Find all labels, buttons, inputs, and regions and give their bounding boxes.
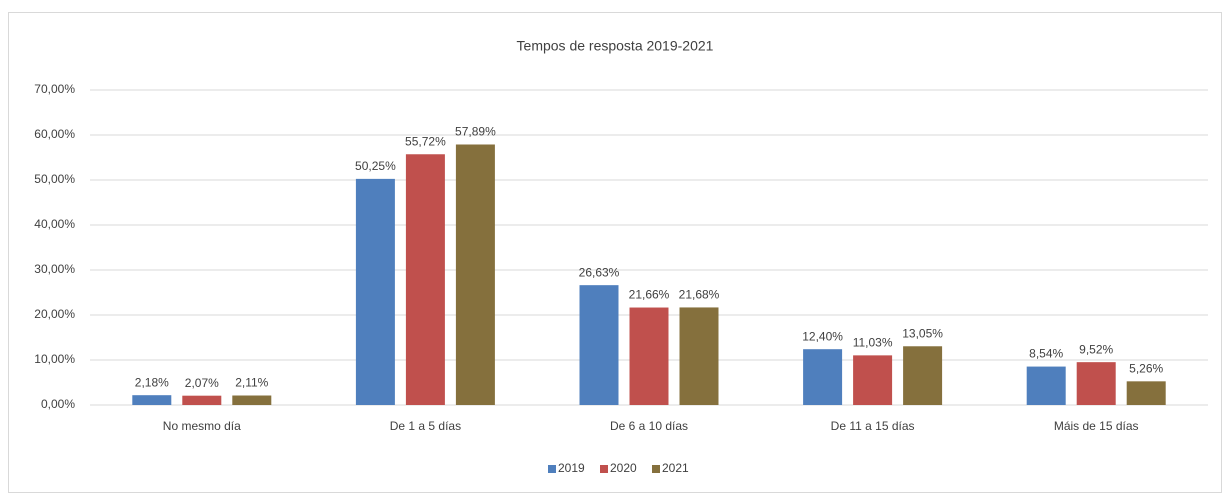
y-tick-label: 10,00% xyxy=(34,352,75,366)
legend-swatch xyxy=(548,465,556,473)
legend-swatch xyxy=(600,465,608,473)
x-tick-label: Máis de 15 días xyxy=(1054,419,1139,433)
data-label: 2,11% xyxy=(235,376,268,390)
data-label: 2,07% xyxy=(185,376,219,390)
data-label: 57,89% xyxy=(455,125,496,139)
y-tick-label: 20,00% xyxy=(34,307,75,321)
bar xyxy=(803,349,843,405)
y-tick-label: 30,00% xyxy=(34,262,75,276)
data-label: 21,66% xyxy=(629,288,670,302)
bar xyxy=(132,395,172,405)
bar xyxy=(405,154,445,405)
x-tick-label: De 1 a 5 días xyxy=(390,419,461,433)
data-label: 26,63% xyxy=(579,265,620,279)
x-tick-label: De 11 a 15 días xyxy=(831,419,915,433)
bar xyxy=(903,346,943,405)
bar xyxy=(455,144,495,405)
data-label: 8,54% xyxy=(1029,347,1063,361)
bar xyxy=(1076,362,1116,405)
bar xyxy=(182,395,222,405)
legend-swatch xyxy=(652,465,660,473)
bar xyxy=(232,395,272,405)
data-label: 2,18% xyxy=(135,375,169,389)
bar xyxy=(853,355,893,405)
bar xyxy=(355,178,395,405)
bar xyxy=(579,285,619,405)
bar xyxy=(1026,366,1066,405)
data-label: 12,40% xyxy=(802,329,843,343)
chart-border xyxy=(8,12,1222,493)
data-label: 55,72% xyxy=(405,134,446,148)
bar xyxy=(679,307,719,405)
x-tick-label: No mesmo día xyxy=(163,419,241,433)
data-label: 50,25% xyxy=(355,159,396,173)
data-label: 21,68% xyxy=(679,288,720,302)
y-tick-label: 40,00% xyxy=(34,217,75,231)
data-label: 5,26% xyxy=(1129,362,1163,376)
y-tick-label: 50,00% xyxy=(34,172,75,186)
bar xyxy=(629,307,669,405)
legend-label: 2019 xyxy=(558,461,585,475)
chart-title: Tempos de resposta 2019-2021 xyxy=(517,38,714,54)
legend-label: 2020 xyxy=(610,461,637,475)
bar xyxy=(1126,381,1166,405)
y-tick-label: 60,00% xyxy=(34,127,75,141)
data-label: 13,05% xyxy=(902,326,943,340)
y-tick-label: 70,00% xyxy=(34,82,75,96)
y-tick-label: 0,00% xyxy=(41,397,75,411)
legend-label: 2021 xyxy=(662,461,689,475)
data-label: 11,03% xyxy=(853,336,893,350)
data-label: 9,52% xyxy=(1079,342,1113,356)
x-tick-label: De 6 a 10 días xyxy=(610,419,688,433)
